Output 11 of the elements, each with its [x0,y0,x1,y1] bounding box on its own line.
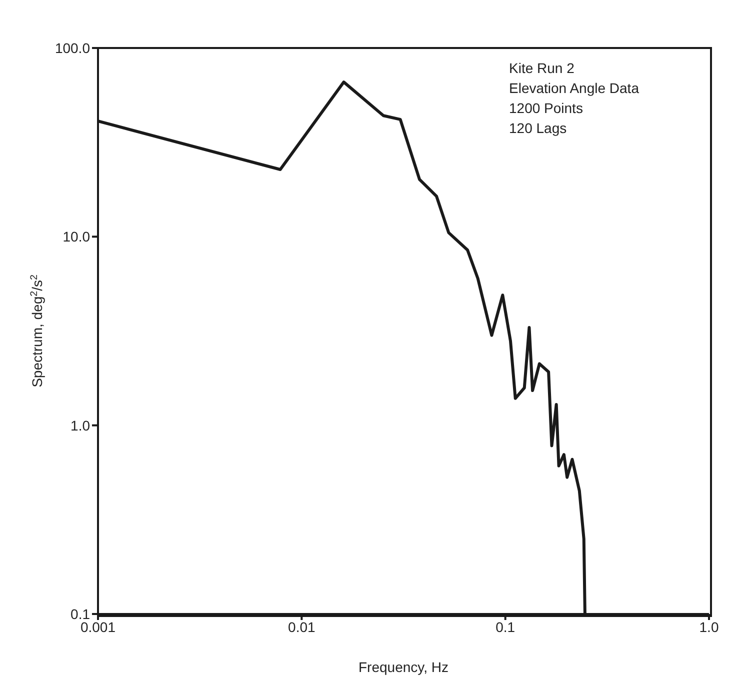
annotation: 120 Lags [509,119,568,138]
annotation: 1200 Points [509,99,584,118]
y-tick-label: 10.0 [62,228,90,245]
annotation: Elevation Angle Data [509,79,639,98]
x-axis-title: Frequency, Hz [358,659,448,675]
x-tick-label: 0.01 [288,618,316,635]
y-tick-label: 1.0 [70,417,90,434]
y-tick-label: 100.0 [54,40,90,56]
x-tick-label: 0.1 [496,618,516,635]
x-tick-label: 1.0 [699,618,719,635]
annotation: Kite Run 2 [509,59,576,78]
